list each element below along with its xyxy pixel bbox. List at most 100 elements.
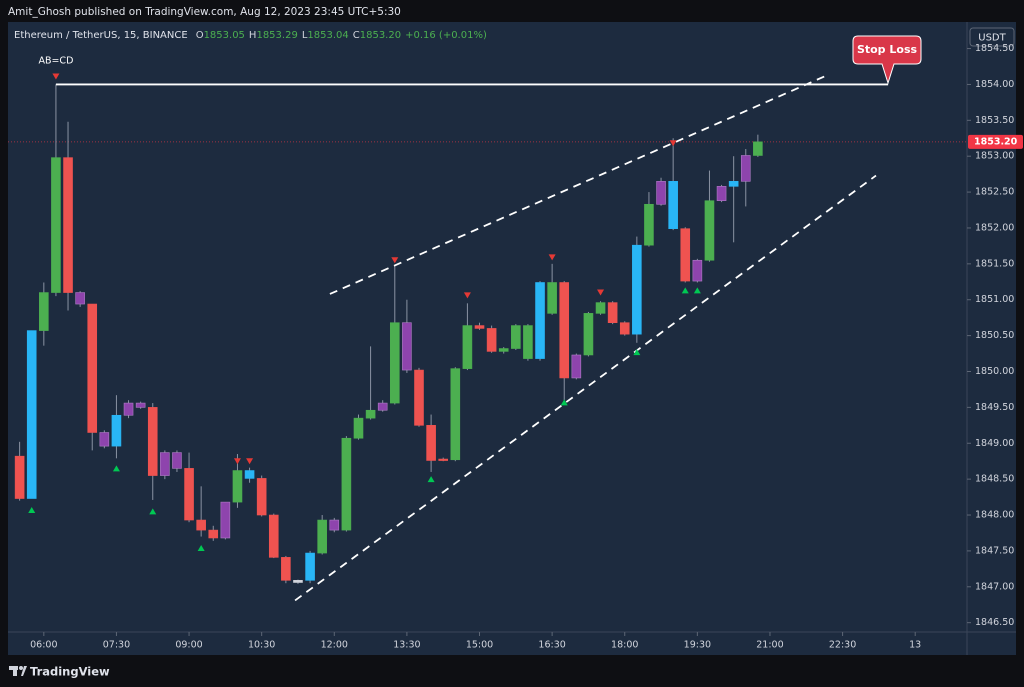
y-tick-label: 1850.00 [975,366,1014,377]
sell-signal [548,254,556,261]
buy-signal [633,349,641,356]
legend-key: O [196,30,204,41]
candle-body [728,181,739,187]
y-tick-label: 1848.00 [975,510,1014,521]
candle-body [353,417,364,439]
candle-body [268,514,279,558]
candle-body [716,186,727,201]
stop-loss-text: Stop Loss [857,43,918,56]
legend-value: 1853.20 [360,30,401,41]
y-tick-label: 1852.50 [975,187,1014,198]
candle-body [14,455,25,499]
candle-body [75,292,85,305]
buy-signal [693,287,701,294]
y-tick-label: 1850.50 [975,330,1014,341]
legend-symbol: Ethereum / TetherUS, 15, BINANCE [14,30,188,41]
x-tick-label: 10:30 [248,640,275,651]
trend-line [329,75,825,295]
candle-body [232,470,243,503]
candle-body [462,325,473,369]
candle-body [99,432,110,447]
logo-part [19,666,23,670]
candle-body [402,322,412,371]
buy-signal [149,508,157,515]
y-tick-label: 1847.00 [975,581,1014,592]
candle-body [160,452,170,476]
candle-body [123,402,134,416]
candle-body [692,259,703,282]
candle-body [389,322,400,404]
candle-body [244,470,255,479]
x-tick-label: 06:00 [30,640,57,651]
x-tick-label: 13 [909,640,921,651]
sell-signal [391,257,399,264]
candle-body [208,529,219,539]
legend-value: 1853.05 [204,30,245,41]
candle-body [26,330,37,499]
candle-body [341,437,352,531]
buy-signal [28,507,36,513]
trend-line [294,174,877,602]
x-tick-label: 15:00 [466,640,493,651]
y-tick-label: 1847.50 [975,545,1014,556]
x-tick-label: 21:00 [756,640,783,651]
candle-body [740,155,751,182]
plot-area [8,73,967,602]
candle-body [547,282,557,314]
legend-value: 1853.29 [256,30,297,41]
footer-logo: TradingView [9,665,110,679]
buy-signal [427,476,435,483]
candle-body [438,458,449,461]
x-tick-label: 22:30 [829,640,856,651]
candle-body [414,369,424,426]
sell-signal [246,458,254,465]
currency-button[interactable] [969,27,1015,47]
legend-value: 1853.04 [307,30,348,41]
candle-body [220,501,231,539]
y-tick-label: 1854.00 [975,79,1014,90]
legend-key: C [353,30,360,41]
sell-signal [669,140,677,147]
candle-body [111,414,122,447]
y-tick-label: 1853.50 [975,115,1014,126]
x-tick-label: 19:30 [684,640,711,651]
buy-signal [112,465,120,472]
logo-part [21,666,27,676]
sell-signal [463,292,471,299]
y-tick-label: 1852.00 [975,222,1014,233]
candle-body [632,244,642,335]
candle-body [135,402,146,408]
candle-body [39,292,49,331]
candle-body [486,328,497,352]
candle-body [450,368,461,461]
y-tick-label: 1849.00 [975,438,1014,449]
last-price-tag [968,134,1023,149]
currency-label[interactable]: USDT [978,33,1006,44]
y-tick-label: 1846.50 [975,617,1014,628]
candle-body [293,580,303,583]
candle-body [607,302,618,323]
candle-body [281,557,291,581]
x-tick-label: 07:30 [103,640,130,651]
buy-signal [560,399,568,406]
candle-body [256,478,267,516]
last-price-label: 1853.20 [974,136,1018,147]
candle-body [668,181,678,229]
y-tick-label: 1854.50 [975,43,1014,54]
candle-body [317,519,327,554]
buy-signal [681,287,689,294]
y-tick-label: 1848.50 [975,474,1014,485]
candle-body [680,228,691,282]
candle-body [511,325,521,349]
candle-body [535,282,545,359]
legend: Ethereum / TetherUS, 15, BINANCE O1853.05… [14,30,487,41]
legend-key: H [249,30,257,41]
candle-body [571,354,582,379]
publish-header: Amit_Ghosh published on TradingView.com,… [8,6,401,18]
legend-key: L [302,30,308,41]
x-tick-label: 16:30 [538,640,565,651]
candle-body [147,407,158,476]
candle-body [583,313,594,356]
candle-body [196,519,206,531]
candle-body [656,181,666,205]
